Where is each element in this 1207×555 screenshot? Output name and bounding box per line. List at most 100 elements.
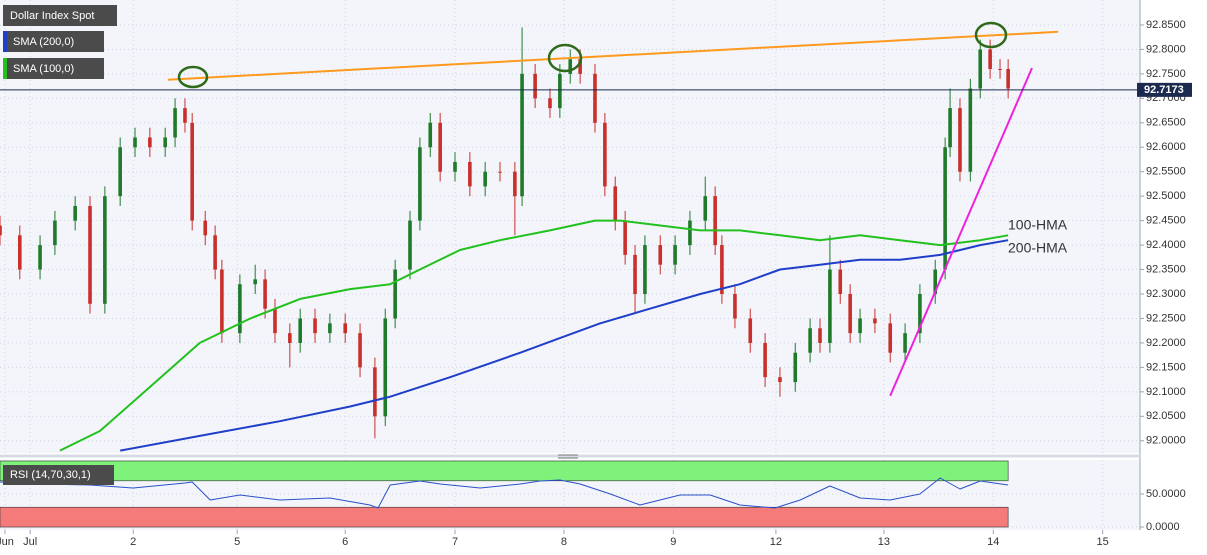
label-layer: 92.0000 92.0500 92.1000 92.1500 92.2000 92.25… bbox=[0, 19, 1192, 548]
candle-body bbox=[948, 108, 952, 148]
y-tick-label: 92.2500 bbox=[1146, 312, 1186, 324]
candle-body bbox=[968, 88, 973, 172]
rsi-title-box bbox=[3, 465, 114, 485]
candle-body bbox=[438, 122, 442, 172]
x-tick-label: 2 bbox=[130, 536, 136, 548]
x-tick-label: Jun bbox=[0, 536, 14, 548]
candle-body bbox=[428, 122, 433, 148]
candle-body bbox=[483, 171, 487, 187]
y-tick-label: 50.0000 bbox=[1146, 488, 1186, 500]
candle-body bbox=[418, 147, 422, 221]
y-tick-label: 92.8500 bbox=[1146, 19, 1186, 31]
candle-body bbox=[918, 294, 922, 334]
candle-body bbox=[793, 352, 798, 383]
candle-body bbox=[103, 196, 107, 304]
candle-body bbox=[703, 196, 708, 221]
candle-body bbox=[408, 220, 412, 270]
legend-entry: SMA (100,0) bbox=[13, 63, 74, 75]
legend-box bbox=[3, 58, 104, 79]
candle-body bbox=[568, 59, 573, 74]
rsi-line bbox=[0, 477, 1009, 509]
candle-body bbox=[720, 245, 724, 295]
candle-body bbox=[513, 171, 517, 197]
legend-entry: SMA (200,0) bbox=[13, 36, 74, 48]
candle-body bbox=[288, 333, 292, 343]
candle-body bbox=[873, 318, 877, 324]
y-tick-label: 92.4500 bbox=[1146, 215, 1186, 227]
candle-body bbox=[520, 73, 524, 197]
candle-body bbox=[603, 122, 607, 187]
separator-grip bbox=[558, 454, 578, 459]
x-tick-label: 13 bbox=[878, 536, 890, 548]
candle-body bbox=[343, 323, 347, 334]
candle-body bbox=[393, 269, 397, 319]
annotation: 200-HMA bbox=[1008, 240, 1068, 256]
moving-average bbox=[59, 219, 1009, 452]
candle-body bbox=[858, 318, 862, 334]
legend-swatch bbox=[3, 31, 7, 52]
candle-body bbox=[383, 318, 388, 417]
candle-body bbox=[593, 73, 597, 123]
candle-body bbox=[733, 294, 737, 319]
candle-body bbox=[173, 108, 177, 138]
x-tick-label: 6 bbox=[342, 536, 348, 548]
candle-body bbox=[38, 245, 42, 270]
annotation: 100-HMA bbox=[1008, 217, 1068, 233]
rsi-band bbox=[0, 460, 1009, 482]
x-tick-label: 15 bbox=[1097, 536, 1109, 548]
candle-body bbox=[203, 220, 208, 236]
candle-body bbox=[818, 328, 822, 343]
candle-body bbox=[978, 49, 983, 89]
y-tick-label: 92.0000 bbox=[1146, 435, 1186, 447]
trend-line bbox=[167, 30, 1059, 81]
candle-body bbox=[888, 323, 893, 353]
y-tick-label: 92.6500 bbox=[1146, 117, 1186, 129]
candle-body bbox=[298, 318, 302, 343]
candle-body bbox=[0, 225, 2, 236]
plot-layer bbox=[0, 0, 1140, 530]
chart-title: Dollar Index Spot bbox=[10, 10, 94, 22]
y-tick-label: 92.3000 bbox=[1146, 288, 1186, 300]
y-tick-label: 92.0500 bbox=[1146, 410, 1186, 422]
x-tick-label: 12 bbox=[770, 536, 782, 548]
x-tick-label: Jul bbox=[23, 536, 37, 548]
candle-body bbox=[643, 245, 647, 295]
y-tick-label: 92.1000 bbox=[1146, 386, 1186, 398]
y-tick-label: 0.0000 bbox=[1146, 521, 1180, 533]
candle-body bbox=[148, 137, 152, 148]
candle-body bbox=[498, 171, 502, 173]
candle-body bbox=[623, 220, 627, 255]
x-tick-label: 9 bbox=[670, 536, 676, 548]
candle-body bbox=[53, 220, 57, 246]
y-tick-label: 92.8000 bbox=[1146, 43, 1186, 55]
candle-body bbox=[213, 235, 217, 270]
rsi-title: RSI (14,70,30,1) bbox=[10, 469, 91, 481]
candle-body bbox=[613, 186, 618, 221]
x-tick-label: 14 bbox=[987, 536, 999, 548]
candle-body bbox=[273, 308, 277, 334]
candle-body bbox=[658, 245, 663, 265]
candle-body bbox=[220, 269, 224, 334]
last-price-box bbox=[1137, 82, 1192, 97]
candle-body bbox=[808, 328, 812, 353]
candle-body bbox=[238, 284, 242, 334]
candle-body bbox=[253, 279, 257, 285]
candle-body bbox=[838, 269, 843, 295]
candle-body bbox=[190, 122, 194, 221]
candle-body bbox=[748, 318, 753, 343]
candle-body bbox=[263, 279, 267, 309]
candle-body bbox=[468, 161, 472, 187]
candle-body bbox=[713, 196, 717, 246]
x-tick-label: 5 bbox=[234, 536, 240, 548]
candle-body bbox=[778, 377, 782, 383]
candle-body bbox=[118, 147, 122, 197]
candle-body bbox=[183, 108, 187, 123]
candle-body bbox=[763, 342, 767, 378]
y-tick-label: 92.3500 bbox=[1146, 263, 1186, 275]
y-tick-label: 92.2000 bbox=[1146, 337, 1186, 349]
candle-body bbox=[633, 254, 637, 295]
title-box bbox=[3, 5, 117, 26]
candle-body bbox=[88, 205, 92, 304]
